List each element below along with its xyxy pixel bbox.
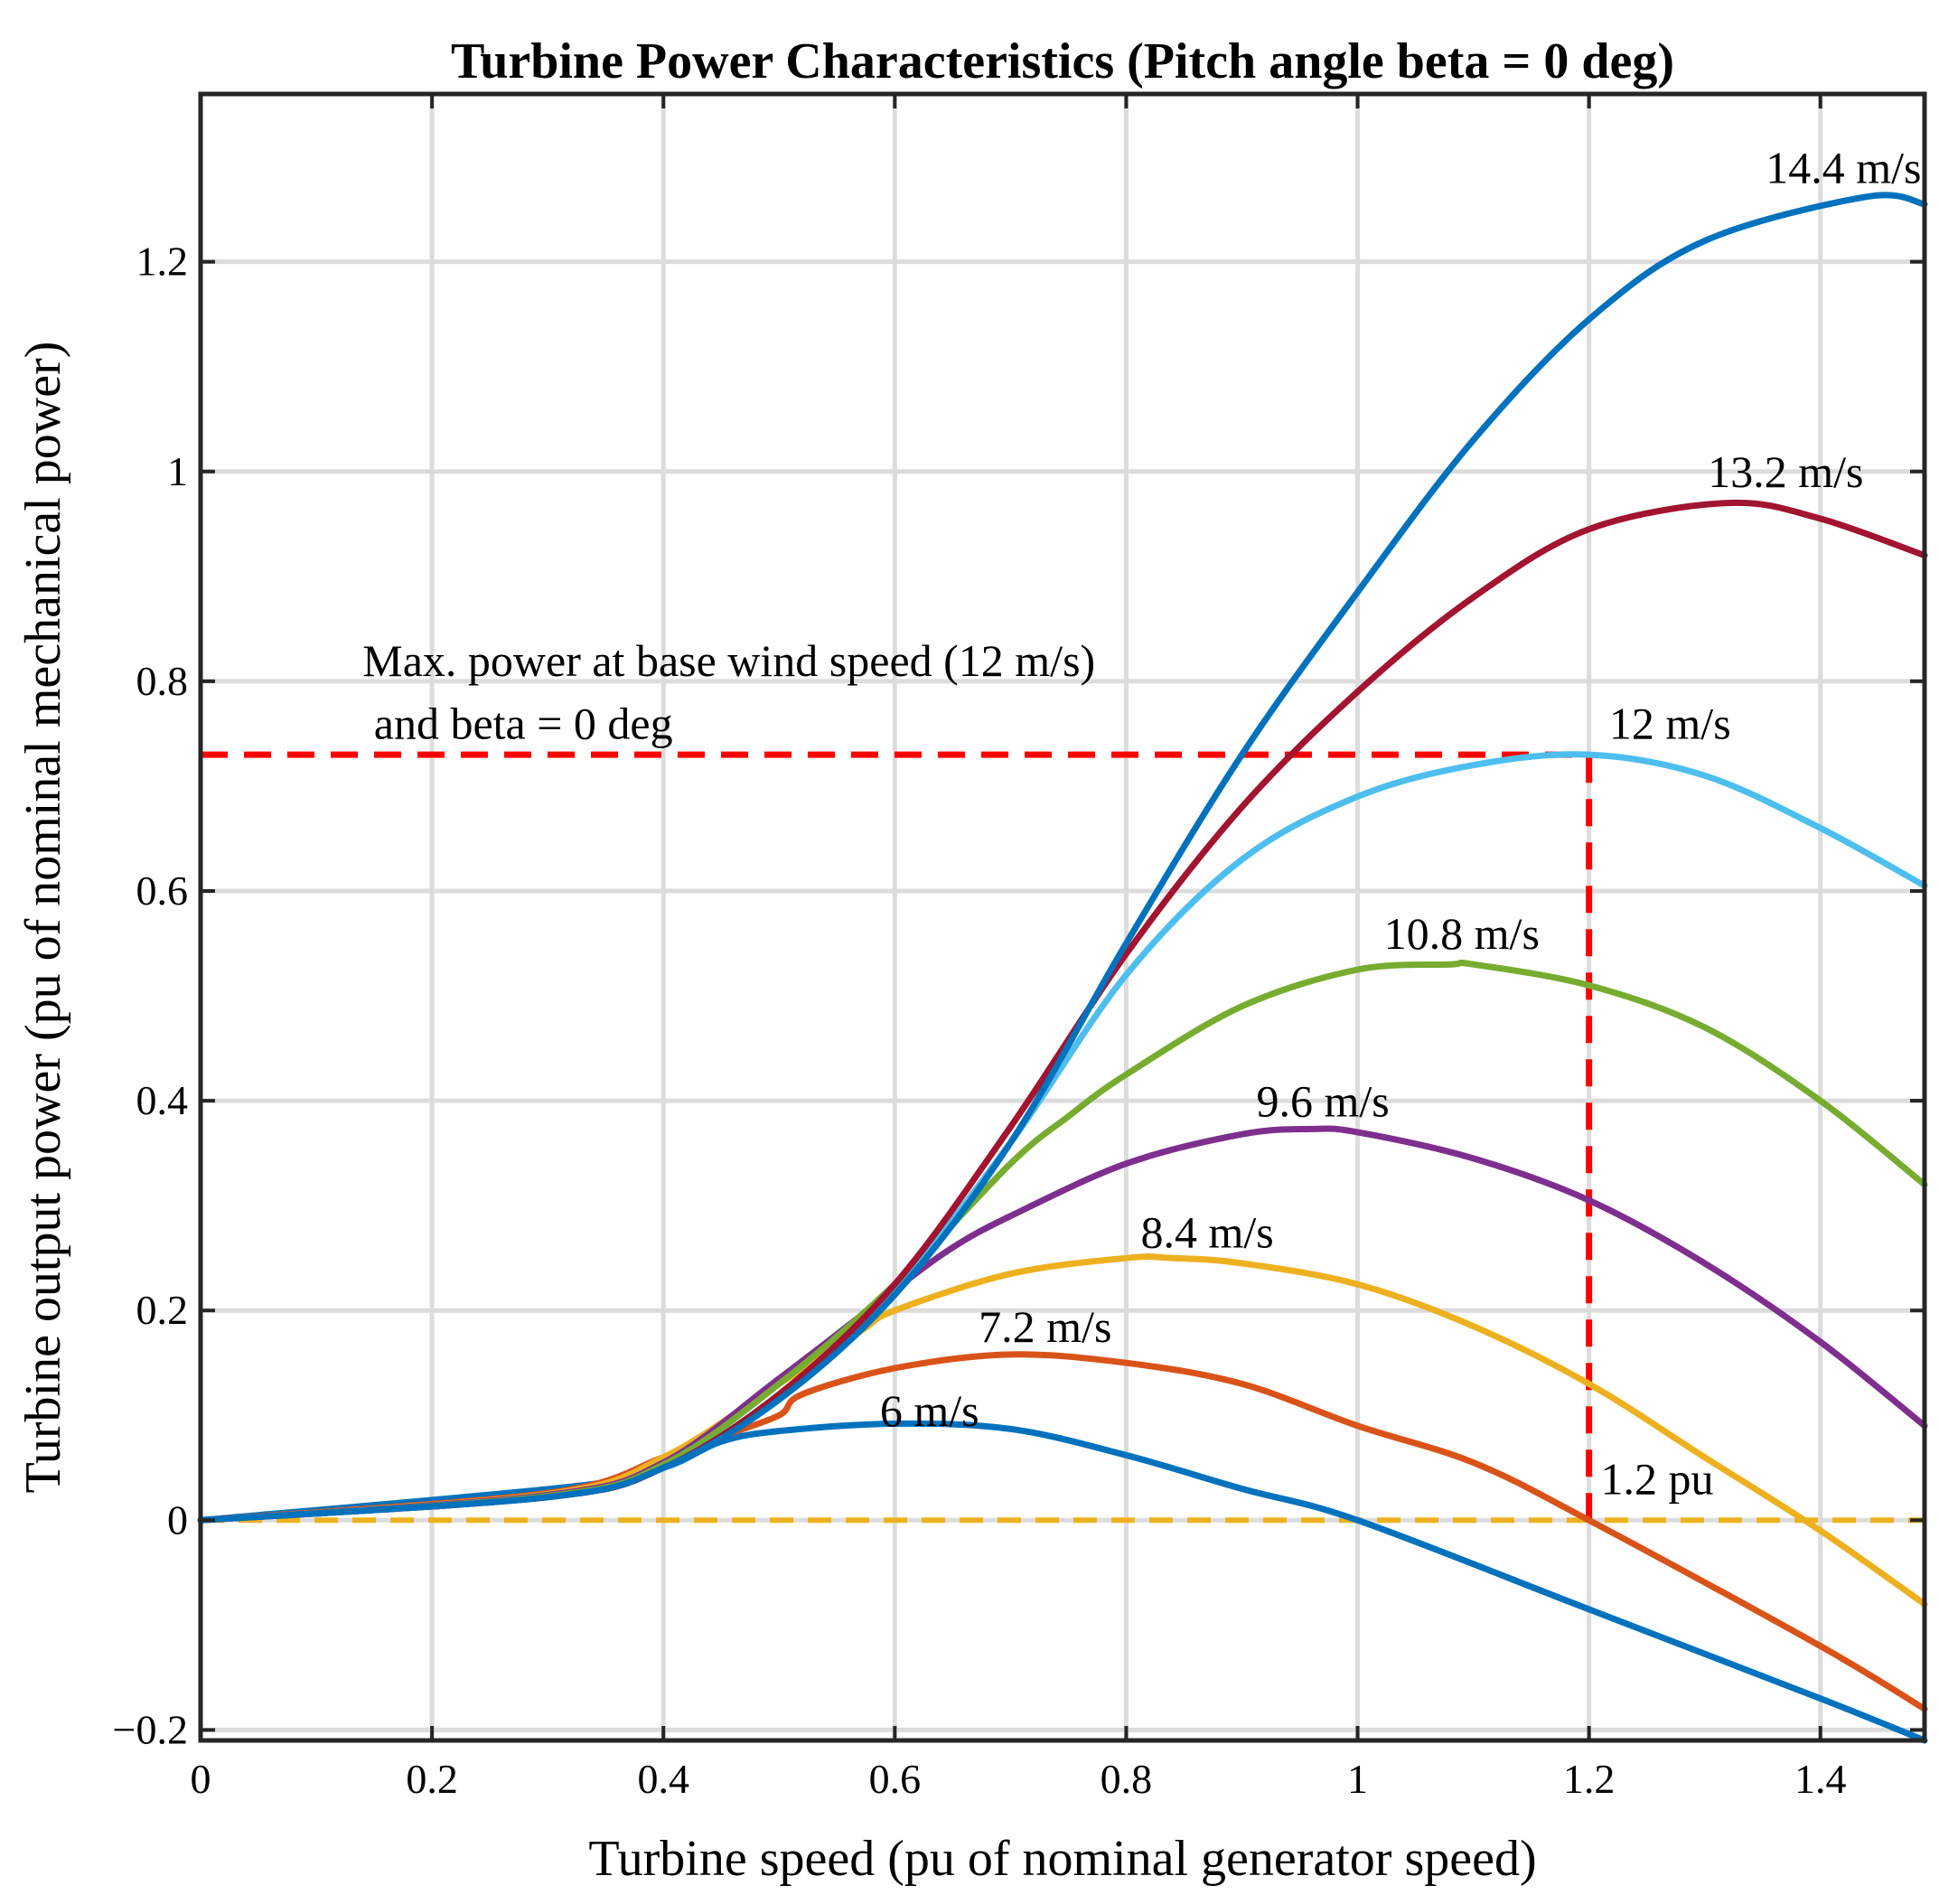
series-line-8-4-m-s (197, 1253, 1928, 1608)
y-tick-label: 0.8 (136, 658, 189, 704)
series-line-14-4-m-s (197, 192, 1928, 1524)
series-group (197, 192, 1928, 1744)
x-tick-label: 1 (1347, 1756, 1368, 1802)
y-tick-label: 0.2 (136, 1287, 189, 1333)
curve-label-13-2-m-s: 13.2 m/s (1708, 446, 1863, 497)
curve-label-6-m-s: 6 m/s (880, 1385, 979, 1436)
reference-lines (201, 751, 1925, 1524)
y-tick-label: −0.2 (113, 1706, 188, 1752)
x-tick-label: 0 (191, 1756, 211, 1802)
curve-label-9-6-m-s: 9.6 m/s (1256, 1075, 1389, 1126)
annotation-max-power-line1: Max. power at base wind speed (12 m/s) (362, 635, 1095, 686)
chart-title: Turbine Power Characteristics (Pitch ang… (451, 33, 1674, 89)
curve-label-8-4-m-s: 8.4 m/s (1140, 1207, 1273, 1258)
x-tick-label: 0.8 (1101, 1756, 1153, 1802)
curve-label-14-4-m-s: 14.4 m/s (1766, 143, 1921, 193)
curve-labels: 6 m/s7.2 m/s 8.4 m/s 9.6 m/s 10.8 m/s 12 m/s… (880, 143, 1922, 1436)
y-tick-label: 0.4 (136, 1077, 189, 1123)
ticks: 0 0.2 0.4 0.6 0.8 1 1.2 1.4−0.200.20.40.60.811.… (113, 94, 1925, 1802)
axes-box (198, 91, 1927, 1743)
y-tick-label: 0 (167, 1496, 188, 1543)
y-tick-label: 1 (167, 448, 188, 494)
x-tick-label: 0.6 (869, 1756, 922, 1802)
x-tick-label: 0.2 (406, 1756, 458, 1802)
x-tick-label: 1.4 (1794, 1756, 1847, 1802)
y-tick-label: 0.6 (136, 868, 189, 914)
y-tick-label: 1.2 (136, 239, 189, 285)
y-axis-label: Turbine output power (pu of nominal mech… (15, 342, 71, 1494)
x-tick-label: 0.4 (637, 1756, 689, 1802)
x-tick-label: 1.2 (1563, 1756, 1616, 1802)
annotation-base-speed: 1.2 pu (1600, 1453, 1713, 1504)
curve-label-10-8-m-s: 10.8 m/s (1384, 908, 1540, 959)
annotations: Max. power at base wind speed (12 m/s) a… (362, 635, 1713, 1504)
plot-area (201, 94, 1925, 1740)
annotation-max-power-line2: and beta = 0 deg (362, 699, 672, 749)
curve-label-7-2-m-s: 7.2 m/s (979, 1301, 1111, 1352)
x-axis-label: Turbine speed (pu of nominal generator s… (588, 1831, 1536, 1887)
curve-label-12-m-s: 12 m/s (1609, 699, 1731, 749)
